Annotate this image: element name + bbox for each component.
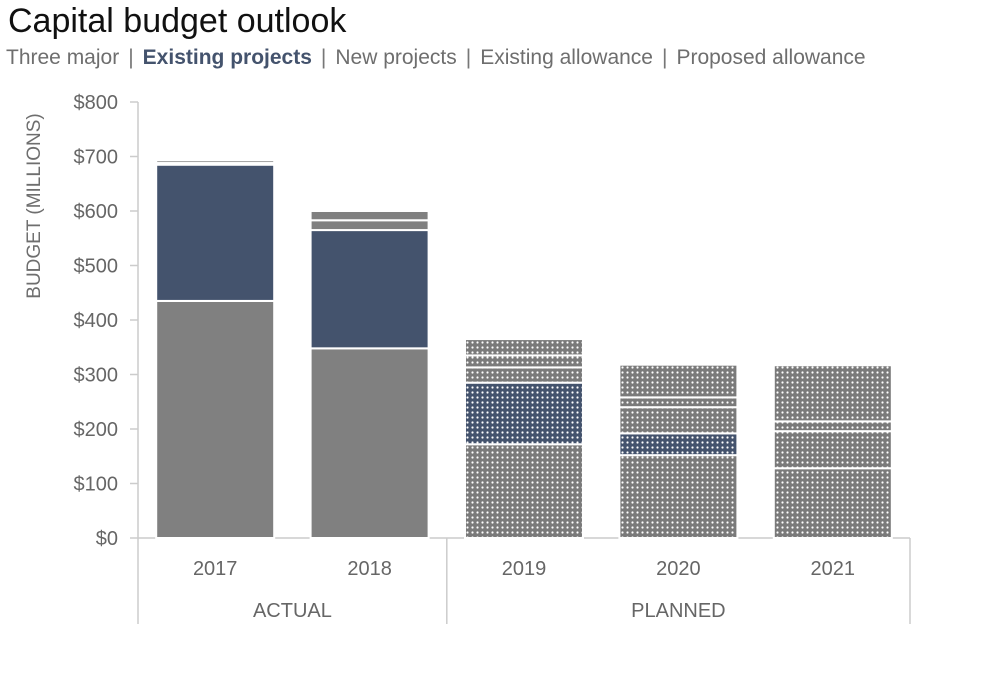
chart-title: Capital budget outlook	[8, 2, 347, 40]
legend-item-three-major: Three major	[6, 46, 120, 69]
y-tick-label: $500	[74, 256, 119, 278]
bar-proposed-allowance-2020	[618, 363, 739, 399]
group-label-actual: ACTUAL	[253, 600, 332, 622]
legend-separator: |	[320, 46, 327, 69]
legend-item-proposed-allowance: Proposed allowance	[676, 46, 866, 69]
legend: Three major | Existing projects | New projec…	[6, 46, 866, 70]
y-tick-label: $0	[96, 528, 118, 550]
legend-separator: |	[661, 46, 668, 69]
bar-proposed-allowance-2021	[772, 364, 893, 423]
bar-proposed-allowance-2019	[464, 338, 584, 357]
y-tick-label: $200	[74, 419, 119, 441]
bar-three-major-2021	[772, 467, 893, 539]
group-label-planned: PLANNED	[631, 600, 725, 622]
bar-existing-allowance-2019	[464, 354, 584, 369]
legend-separator: |	[465, 46, 472, 69]
x-tick-label: 2017	[193, 558, 238, 580]
y-tick-label: $100	[74, 474, 119, 496]
bar-three-major-2017	[155, 299, 276, 539]
y-tick-label: $800	[74, 92, 119, 114]
bar-existing-projects-2020	[618, 432, 739, 457]
x-tick-label: 2018	[347, 558, 392, 580]
y-tick-label: $700	[74, 147, 119, 169]
bar-proposed-allowance-2017	[155, 159, 276, 165]
x-tick-label: 2021	[811, 558, 856, 580]
bar-existing-allowance-2021	[772, 420, 893, 433]
bar-existing-projects-2019	[464, 381, 584, 446]
bar-three-major-2018	[309, 347, 430, 539]
bar-existing-allowance-2020	[618, 396, 739, 409]
bar-existing-projects-2017	[155, 163, 276, 302]
legend-item-existing-allowance: Existing allowance	[480, 46, 653, 69]
y-tick-label: $300	[74, 365, 119, 387]
legend-item-new-projects: New projects	[335, 46, 457, 69]
bar-three-major-2019	[464, 443, 584, 540]
x-tick-label: 2019	[502, 558, 547, 580]
x-tick-label: 2020	[656, 558, 701, 580]
bar-proposed-allowance-2018	[309, 210, 430, 222]
bar-new-projects-2021	[772, 430, 893, 470]
legend-item-existing-projects: Existing projects	[142, 46, 312, 69]
bar-new-projects-2019	[464, 366, 584, 384]
bar-new-projects-2020	[618, 406, 739, 435]
y-axis-label: BUDGET (MILLIONS)	[24, 113, 45, 298]
y-tick-label: $600	[74, 201, 119, 223]
bar-three-major-2020	[618, 454, 739, 539]
bar-existing-allowance-2018	[309, 219, 430, 232]
y-tick-label: $400	[74, 310, 119, 332]
legend-separator: |	[128, 46, 134, 69]
bar-existing-projects-2018	[309, 229, 430, 350]
